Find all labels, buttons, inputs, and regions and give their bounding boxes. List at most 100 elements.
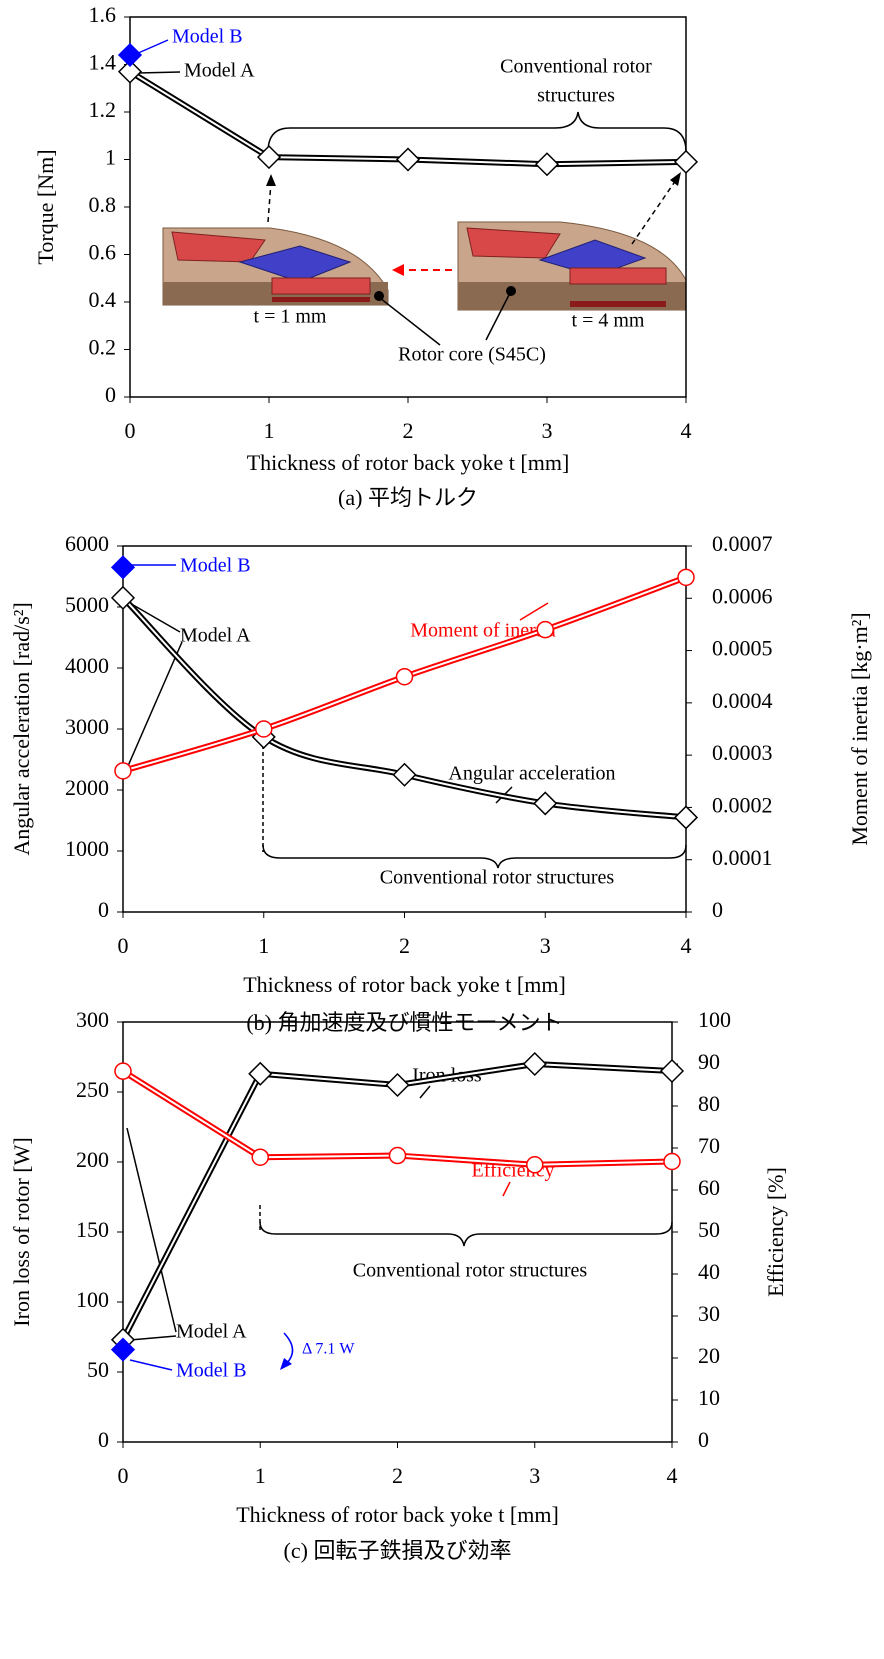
y2-tick-label: 0.0001	[712, 845, 773, 870]
y2-axis-label: Moment of inertia [kg·m²]	[847, 612, 872, 845]
x-tick-label: 2	[399, 933, 410, 958]
annotation: Model B	[176, 1360, 247, 1382]
y2-tick-label: 10	[698, 1385, 720, 1410]
marker	[256, 721, 272, 737]
x-tick-label: 0	[125, 418, 136, 443]
marker	[534, 792, 556, 814]
marker	[536, 153, 558, 175]
y-tick-label: 1000	[65, 836, 109, 861]
x-tick-label: 1	[264, 418, 275, 443]
marker	[664, 1153, 680, 1169]
y2-axis-label: Efficiency [%]	[763, 1167, 788, 1297]
y2-tick-label: 0.0007	[712, 531, 773, 556]
y-tick-label: 0.4	[89, 287, 117, 312]
y-tick-label: 5000	[65, 592, 109, 617]
y-axis-label: Torque [Nm]	[33, 149, 58, 264]
marker	[249, 1063, 271, 1085]
marker	[252, 1149, 268, 1165]
marker	[397, 149, 419, 171]
y-tick-label: 300	[76, 1007, 109, 1032]
annotation: Conventional rotor structures	[380, 867, 615, 889]
y-tick-label: 6000	[65, 531, 109, 556]
x-axis-label: Thickness of rotor back yoke t [mm]	[236, 1502, 559, 1527]
y-tick-label: 1	[105, 145, 116, 170]
y-axis-label: Angular acceleration [rad/s²]	[9, 602, 34, 855]
y2-tick-label: 60	[698, 1175, 720, 1200]
annotation: Model A	[176, 1321, 247, 1343]
y-tick-label: 1.6	[89, 2, 117, 27]
rotor-t4	[458, 222, 686, 310]
y-tick-label: 1.2	[89, 97, 117, 122]
y2-tick-label: 0	[712, 897, 723, 922]
annotation: structures	[537, 85, 615, 107]
y-axis-label: Iron loss of rotor [W]	[9, 1137, 34, 1326]
x-tick-label: 4	[681, 933, 692, 958]
x-axis-label: Thickness of rotor back yoke t [mm]	[247, 450, 570, 475]
marker	[394, 764, 416, 786]
marker	[115, 763, 131, 779]
caption: (a) 平均トルク	[338, 485, 478, 510]
figure: Model B Model A Conventional rotor struc…	[0, 0, 884, 1659]
marker	[678, 569, 694, 585]
marker	[537, 622, 553, 638]
marker	[115, 1063, 131, 1079]
annotation: Model B	[180, 555, 251, 577]
series-line	[123, 1064, 672, 1340]
y2-tick-label: 0.0004	[712, 688, 773, 713]
x-tick-label: 2	[403, 418, 414, 443]
y2-tick-label: 0.0005	[712, 636, 773, 661]
x-tick-label: 3	[540, 933, 551, 958]
marker	[527, 1157, 543, 1173]
annotation: Δ 7.1 W	[302, 1341, 355, 1358]
y2-tick-label: 80	[698, 1091, 720, 1116]
y-tick-label: 2000	[65, 775, 109, 800]
y2-tick-label: 40	[698, 1259, 720, 1284]
x-axis-label: Thickness of rotor back yoke t [mm]	[243, 972, 566, 997]
y-tick-label: 1.4	[89, 50, 117, 75]
y2-tick-label: 0	[698, 1427, 709, 1452]
y-tick-label: 150	[76, 1217, 109, 1242]
annotation: Model A	[180, 625, 251, 647]
y-tick-label: 4000	[65, 653, 109, 678]
y-tick-label: 0.2	[89, 335, 117, 360]
x-tick-label: 0	[118, 933, 129, 958]
series-line-inner	[123, 1064, 672, 1340]
y2-tick-label: 0.0006	[712, 583, 773, 608]
annotation: Conventional rotor	[500, 56, 652, 78]
caption: (c) 回転子鉄損及び効率	[284, 1538, 512, 1563]
annotation: Rotor core (S45C)	[398, 344, 546, 366]
marker	[675, 806, 697, 828]
annotation: Model B	[172, 26, 243, 48]
marker	[675, 151, 697, 173]
y-tick-label: 100	[76, 1287, 109, 1312]
y2-tick-label: 100	[698, 1007, 731, 1032]
y2-tick-label: 90	[698, 1049, 720, 1074]
y-tick-label: 0.6	[89, 240, 117, 265]
x-tick-label: 3	[542, 418, 553, 443]
y-tick-label: 200	[76, 1147, 109, 1172]
annotation: t = 1 mm	[254, 306, 327, 328]
y-tick-label: 0	[98, 897, 109, 922]
y-tick-label: 0	[98, 1427, 109, 1452]
y2-tick-label: 0.0003	[712, 740, 773, 765]
y-tick-label: 3000	[65, 714, 109, 739]
marker	[397, 669, 413, 685]
x-tick-label: 0	[118, 1463, 129, 1488]
marker	[390, 1148, 406, 1164]
marker	[119, 44, 141, 66]
annotation: Conventional rotor structures	[353, 1260, 588, 1282]
y2-tick-label: 20	[698, 1343, 720, 1368]
annotation: Angular acceleration	[448, 763, 615, 785]
y-tick-label: 0	[105, 382, 116, 407]
x-tick-label: 1	[255, 1463, 266, 1488]
x-tick-label: 4	[681, 418, 692, 443]
marker	[524, 1053, 546, 1075]
y-tick-label: 250	[76, 1077, 109, 1102]
marker	[112, 556, 134, 578]
plot-frame	[123, 546, 686, 912]
y2-tick-label: 70	[698, 1133, 720, 1158]
y-tick-label: 50	[87, 1357, 109, 1382]
y2-tick-label: 30	[698, 1301, 720, 1326]
y2-tick-label: 0.0002	[712, 792, 773, 817]
x-tick-label: 4	[667, 1463, 678, 1488]
